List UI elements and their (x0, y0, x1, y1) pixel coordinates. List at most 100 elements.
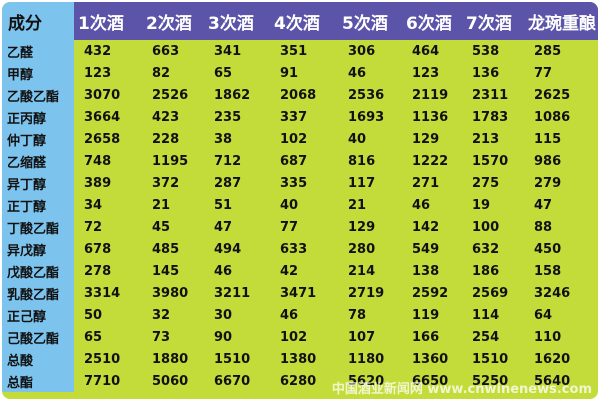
value-cell: 145 (152, 263, 180, 279)
value-cell: 450 (534, 241, 562, 257)
row-label: 正丁醇 (2, 194, 74, 216)
value-cell: 285 (534, 43, 562, 59)
value-cell: 73 (152, 329, 171, 345)
header-cell: 3次酒 (204, 2, 270, 40)
value-cell: 3070 (84, 87, 121, 103)
value-cell: 335 (280, 175, 308, 191)
value-cell: 538 (472, 43, 500, 59)
value-cell: 21 (152, 197, 171, 213)
row-label: 正己醇 (2, 304, 74, 326)
value-cell: 65 (214, 65, 233, 81)
value-cell: 1693 (348, 109, 385, 125)
value-cell: 138 (412, 263, 440, 279)
value-cell: 2658 (84, 131, 121, 147)
value-cell: 3211 (214, 285, 251, 301)
value-cell: 123 (412, 65, 440, 81)
value-cell: 6650 (412, 373, 449, 389)
value-cell: 3246 (534, 285, 571, 301)
value-cell: 2592 (412, 285, 449, 301)
value-cell: 1136 (412, 109, 449, 125)
value-cell: 287 (214, 175, 242, 191)
value-cell: 7710 (84, 373, 121, 389)
value-cell: 1570 (472, 153, 509, 169)
value-cell: 82 (152, 65, 171, 81)
row-label: 异戊醇 (2, 238, 74, 260)
value-cell: 40 (348, 131, 367, 147)
table-row: 总酯 7710 5060 6670 6280 5620 6650 5250 5640 (2, 370, 598, 392)
table-row: 丁酸乙酯 72 45 47 77 129 142 100 88 (2, 216, 598, 238)
value-cell: 88 (534, 219, 553, 235)
value-cell: 337 (280, 109, 308, 125)
value-cell: 47 (534, 197, 553, 213)
row-label: 乙醛 (2, 40, 74, 62)
value-cell: 1510 (214, 351, 251, 367)
header-cell: 2次酒 (142, 2, 204, 40)
table-row: 正丁醇 34 21 51 40 21 46 19 47 (2, 194, 598, 216)
row-label: 己酸乙酯 (2, 326, 74, 348)
value-cell: 549 (412, 241, 440, 257)
value-cell: 5250 (472, 373, 509, 389)
value-cell: 748 (84, 153, 112, 169)
table-row: 甲醇 123 82 65 91 46 123 136 77 (2, 62, 598, 84)
header-cell: 6次酒 (402, 2, 462, 40)
value-cell: 1380 (280, 351, 317, 367)
value-cell: 341 (214, 43, 242, 59)
value-cell: 3980 (152, 285, 189, 301)
value-cell: 432 (84, 43, 112, 59)
value-cell: 278 (84, 263, 112, 279)
row-label: 总酯 (2, 370, 74, 392)
table-row: 正己醇 50 32 30 46 78 119 114 64 (2, 304, 598, 326)
value-cell: 687 (280, 153, 308, 169)
value-cell: 1880 (152, 351, 189, 367)
value-cell: 280 (348, 241, 376, 257)
value-cell: 110 (534, 329, 562, 345)
value-cell: 142 (412, 219, 440, 235)
value-cell: 1360 (412, 351, 449, 367)
header-cell: 成分 (2, 2, 74, 40)
value-cell: 423 (152, 109, 180, 125)
row-label: 总酸 (2, 348, 74, 370)
value-cell: 228 (152, 131, 180, 147)
value-cell: 271 (412, 175, 440, 191)
value-cell: 166 (412, 329, 440, 345)
row-label: 仲丁醇 (2, 128, 74, 150)
value-cell: 46 (348, 65, 367, 81)
value-cell: 1510 (472, 351, 509, 367)
value-cell: 64 (534, 307, 553, 323)
value-cell: 2526 (152, 87, 189, 103)
value-cell: 1195 (152, 153, 189, 169)
value-cell: 2569 (472, 285, 509, 301)
value-cell: 351 (280, 43, 308, 59)
value-cell: 5060 (152, 373, 189, 389)
value-cell: 77 (534, 65, 553, 81)
value-cell: 279 (534, 175, 562, 191)
row-label: 乙缩醛 (2, 150, 74, 172)
value-cell: 3471 (280, 285, 317, 301)
value-cell: 158 (534, 263, 562, 279)
value-cell: 2625 (534, 87, 571, 103)
value-cell: 30 (214, 307, 233, 323)
table-row: 乳酸乙酯 3314 3980 3211 3471 2719 2592 2569 3246 (2, 282, 598, 304)
value-cell: 72 (84, 219, 103, 235)
value-cell: 46 (214, 263, 233, 279)
value-cell: 712 (214, 153, 242, 169)
value-cell: 136 (472, 65, 500, 81)
table-row: 戊酸乙酯 278 145 46 42 214 138 186 158 (2, 260, 598, 282)
value-cell: 100 (472, 219, 500, 235)
value-cell: 2536 (348, 87, 385, 103)
value-cell: 306 (348, 43, 376, 59)
row-label: 甲醇 (2, 62, 74, 84)
value-cell: 275 (472, 175, 500, 191)
row-label: 丁酸乙酯 (2, 216, 74, 238)
value-cell: 78 (348, 307, 367, 323)
value-cell: 1783 (472, 109, 509, 125)
value-cell: 114 (472, 307, 500, 323)
value-cell: 50 (84, 307, 103, 323)
row-label: 乙酸乙酯 (2, 84, 74, 106)
value-cell: 90 (214, 329, 233, 345)
table-row: 仲丁醇 2658 228 38 102 40 129 213 115 (2, 128, 598, 150)
header-cell: 1次酒 (74, 2, 142, 40)
header-cell: 龙琬重酿 (524, 2, 598, 40)
